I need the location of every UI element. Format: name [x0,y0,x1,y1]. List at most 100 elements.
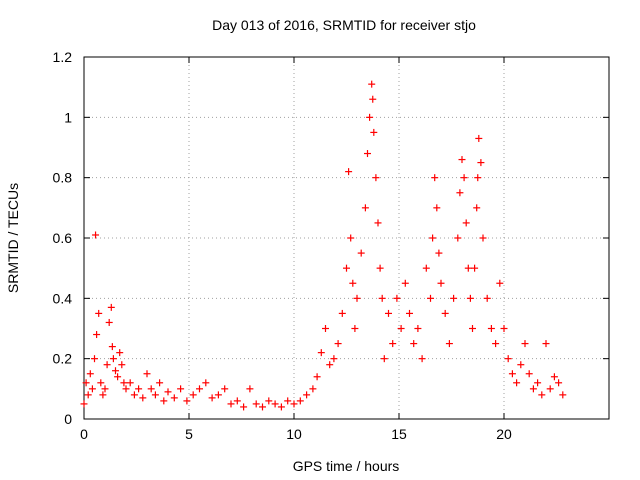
data-point [151,391,159,399]
data-point [114,373,122,381]
data-point [277,403,285,411]
data-point [492,340,500,348]
data-point [410,340,418,348]
chart-title: Day 013 of 2016, SRMTID for receiver stj… [212,17,476,33]
data-point [370,128,378,136]
data-point [92,231,100,239]
y-axis-label: SRMTID / TECUs [5,183,21,293]
data-point [418,355,426,363]
data-point [183,397,191,405]
data-point [477,159,485,167]
data-point [160,397,168,405]
data-point [542,340,550,348]
data-point [86,370,94,378]
data-point [474,174,482,182]
data-point [108,343,116,351]
data-point [202,379,210,387]
data-point [88,385,96,393]
data-point [357,249,365,257]
data-point [84,391,92,399]
y-tick-label: 1.2 [53,49,73,65]
data-point [374,219,382,227]
data-point [233,397,241,405]
data-point [353,294,361,302]
data-point [271,400,279,408]
data-point [303,391,311,399]
data-point [534,379,542,387]
data-point [82,379,90,387]
data-point [546,385,554,393]
data-point [508,370,516,378]
data-point [284,397,292,405]
data-point [513,379,521,387]
data-point [91,355,98,363]
data-point [460,174,468,182]
x-tick-label: 0 [80,426,88,442]
data-point [112,367,119,375]
data-point [550,373,558,381]
data-point [196,385,203,393]
data-points [80,80,567,411]
data-point [109,355,117,363]
data-point [214,391,222,399]
data-point [246,385,254,393]
data-point [351,325,359,332]
data-point [437,279,445,287]
data-point [156,379,164,387]
data-point [471,264,479,272]
data-point [80,400,88,408]
data-point [427,294,434,302]
data-point [99,391,107,399]
data-point [347,234,355,242]
data-point [435,249,443,257]
data-point [126,379,134,387]
data-point [259,403,266,411]
data-point [95,309,103,317]
data-point [521,340,529,348]
y-tick-label: 0 [64,411,72,427]
data-point [334,340,342,348]
data-point [147,385,155,393]
data-point [454,234,462,242]
data-point [120,379,128,387]
data-point [221,385,229,393]
data-point [290,400,298,408]
data-point [555,379,563,387]
data-point [372,174,380,182]
y-tick-label: 0.4 [53,290,73,306]
data-point [177,385,185,393]
data-point [368,80,376,88]
data-point [429,234,437,242]
x-tick-label: 15 [391,426,407,442]
data-point [97,379,105,387]
data-point [366,113,374,121]
data-point [130,391,138,399]
y-tick-label: 0.6 [53,230,73,246]
data-point [322,325,329,332]
y-tick-label: 1 [64,109,72,125]
data-point [456,189,464,197]
data-point [458,156,466,164]
x-tick-label: 10 [286,426,302,442]
data-point [116,349,124,357]
data-point [441,309,449,317]
data-point [393,294,401,302]
x-tick-label: 20 [496,426,512,442]
data-point [309,385,317,393]
data-point [338,309,346,317]
data-point [345,168,353,176]
data-point [326,361,334,369]
data-point [317,349,325,357]
data-point [469,325,476,332]
y-tick-label: 0.2 [53,351,73,367]
data-point [431,174,439,182]
y-tick-label: 0.8 [53,170,73,186]
data-point [525,370,533,378]
data-point [376,264,384,272]
data-point [462,219,470,227]
data-point [559,391,567,399]
data-point [296,397,304,405]
data-point [343,264,350,272]
x-axis-label: GPS time / hours [293,458,400,474]
